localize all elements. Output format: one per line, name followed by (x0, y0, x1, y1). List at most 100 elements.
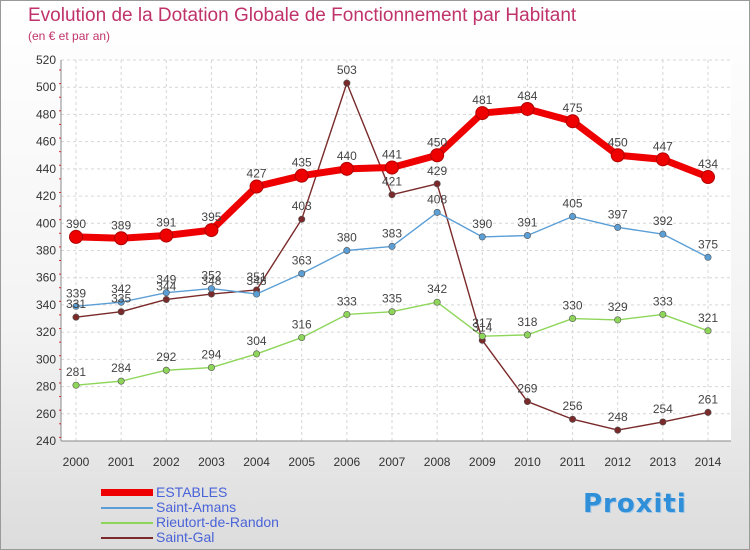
data-label: 352 (201, 269, 221, 283)
brand-logo: Proxiti (583, 489, 687, 519)
data-label: 383 (382, 226, 402, 240)
y-tick-label: 500 (36, 80, 56, 94)
data-label: 391 (156, 216, 176, 230)
data-point (343, 79, 351, 87)
data-label: 339 (66, 286, 86, 300)
y-tick-label: 340 (36, 298, 56, 312)
y-tick-label: 280 (36, 380, 56, 394)
data-point (433, 208, 441, 216)
data-point (704, 327, 712, 335)
legend-label: ESTABLES (156, 484, 228, 500)
data-point (253, 290, 261, 298)
data-point (565, 114, 580, 129)
data-point (701, 170, 715, 185)
data-point (433, 298, 441, 306)
data-label: 363 (292, 254, 312, 268)
data-label: 375 (698, 237, 718, 251)
x-tick-label: 2007 (379, 455, 406, 469)
data-label: 314 (472, 320, 492, 334)
chart-title: Evolution de la Dotation Globale de Fonc… (28, 5, 577, 26)
y-tick-label: 440 (36, 162, 56, 176)
data-label: 329 (608, 300, 628, 314)
data-point (117, 377, 125, 385)
data-label: 390 (66, 217, 86, 231)
data-label: 335 (382, 292, 402, 306)
data-point (339, 161, 354, 176)
data-label: 440 (337, 149, 357, 163)
data-point (159, 228, 174, 243)
data-label: 397 (608, 207, 628, 221)
grid (61, 59, 731, 442)
y-tick-label: 420 (36, 189, 56, 203)
data-point (388, 308, 396, 316)
data-point (162, 366, 170, 374)
data-label: 330 (563, 299, 583, 313)
data-label: 333 (653, 294, 673, 308)
data-label: 481 (472, 93, 492, 107)
data-point (385, 160, 399, 175)
data-label: 421 (382, 175, 402, 189)
data-label: 342 (111, 282, 131, 296)
data-point (704, 253, 712, 261)
data-point (207, 285, 215, 293)
data-point (388, 242, 396, 250)
data-point (114, 231, 129, 246)
data-label: 344 (156, 279, 176, 293)
x-tick-label: 2014 (695, 455, 722, 469)
data-label: 450 (427, 135, 447, 149)
data-point (388, 191, 396, 199)
data-point (294, 168, 309, 183)
data-label: 475 (563, 101, 583, 115)
data-label: 427 (247, 167, 267, 181)
data-point (162, 289, 170, 297)
data-point (475, 106, 490, 121)
legend-label: Saint-Gal (156, 529, 215, 545)
x-tick-label: 2000 (63, 455, 90, 469)
data-label: 395 (201, 210, 221, 224)
data-point (298, 334, 306, 342)
x-tick-label: 2002 (153, 455, 180, 469)
data-label: 284 (111, 361, 131, 375)
data-label: 447 (653, 139, 673, 153)
data-label: 349 (156, 273, 176, 287)
data-point (72, 302, 80, 310)
x-tick-label: 2013 (650, 455, 677, 469)
data-label: 304 (247, 334, 267, 348)
data-label: 380 (337, 231, 357, 245)
data-point (69, 229, 83, 244)
x-tick-label: 2004 (243, 455, 270, 469)
data-label: 392 (653, 214, 673, 228)
data-point (343, 310, 351, 318)
legend-label: Rieutort-de-Randon (156, 514, 279, 530)
legend-label: Saint-Amans (156, 499, 237, 515)
data-point (610, 148, 625, 163)
y-tick-label: 320 (36, 325, 56, 339)
x-tick-label: 2005 (288, 455, 315, 469)
data-point (253, 350, 261, 358)
y-tick-label: 400 (36, 216, 56, 230)
series-group (69, 79, 715, 434)
x-tick-label: 2011 (560, 455, 586, 469)
data-point (478, 233, 486, 241)
data-point (343, 247, 351, 255)
legend-swatch (101, 507, 153, 509)
data-point (430, 148, 445, 163)
data-label: 348 (247, 274, 267, 288)
data-label: 390 (472, 217, 492, 231)
data-point (659, 230, 667, 238)
data-label: 348 (201, 274, 221, 288)
y-tick-label: 300 (36, 352, 56, 366)
data-label: 342 (427, 282, 447, 296)
data-label: 335 (111, 292, 131, 306)
data-label: 435 (292, 156, 312, 170)
y-tick-label: 360 (36, 271, 56, 285)
data-label: 331 (66, 297, 86, 311)
data-point (655, 152, 670, 167)
data-point (523, 331, 531, 339)
data-label: 256 (563, 399, 583, 413)
y-tick-label: 380 (36, 244, 56, 258)
data-label: 269 (517, 382, 537, 396)
data-point (162, 295, 170, 303)
data-point (249, 179, 264, 194)
